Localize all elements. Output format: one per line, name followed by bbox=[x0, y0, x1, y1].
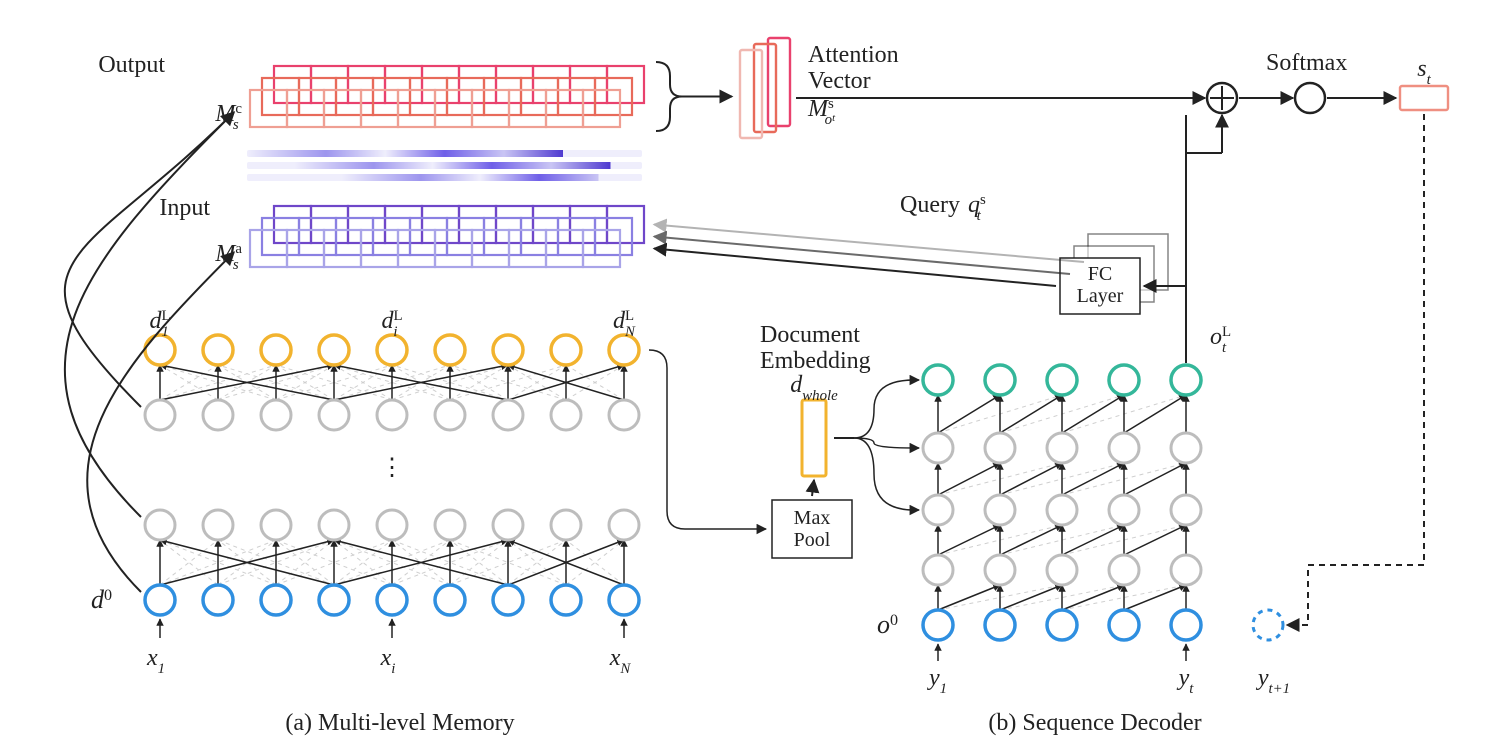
svg-text:Output: Output bbox=[98, 52, 165, 78]
svg-text:Embedding: Embedding bbox=[760, 348, 871, 374]
svg-text:y1: y1 bbox=[927, 665, 947, 697]
svg-text:Layer: Layer bbox=[1077, 285, 1124, 307]
svg-text:oLt: oLt bbox=[1210, 324, 1231, 356]
svg-text:Msot: Msot bbox=[807, 96, 836, 128]
svg-text:xi: xi bbox=[380, 645, 396, 677]
svg-text:qst: qst bbox=[968, 192, 986, 224]
svg-text:Query: Query bbox=[900, 192, 960, 218]
svg-text:d0: d0 bbox=[91, 585, 112, 614]
svg-text:st: st bbox=[1417, 56, 1431, 88]
svg-text:xN: xN bbox=[609, 645, 632, 677]
svg-text:Softmax: Softmax bbox=[1266, 50, 1347, 76]
svg-text:FC: FC bbox=[1088, 263, 1112, 285]
svg-text:yt: yt bbox=[1177, 665, 1195, 697]
svg-text:Document: Document bbox=[760, 322, 860, 348]
svg-text:Attention: Attention bbox=[808, 42, 899, 68]
svg-text:o0: o0 bbox=[877, 610, 898, 639]
svg-text:Input: Input bbox=[159, 195, 210, 221]
svg-text:x1: x1 bbox=[146, 645, 165, 677]
svg-text:(a) Multi-level Memory: (a) Multi-level Memory bbox=[285, 710, 514, 736]
svg-text:⋮: ⋮ bbox=[380, 455, 404, 481]
svg-text:dwhole: dwhole bbox=[790, 372, 838, 404]
svg-text:Pool: Pool bbox=[794, 529, 831, 551]
svg-text:yt+1: yt+1 bbox=[1256, 665, 1290, 697]
svg-text:Vector: Vector bbox=[808, 68, 871, 94]
svg-text:(b) Sequence Decoder: (b) Sequence Decoder bbox=[988, 710, 1201, 736]
svg-text:Max: Max bbox=[794, 507, 831, 529]
